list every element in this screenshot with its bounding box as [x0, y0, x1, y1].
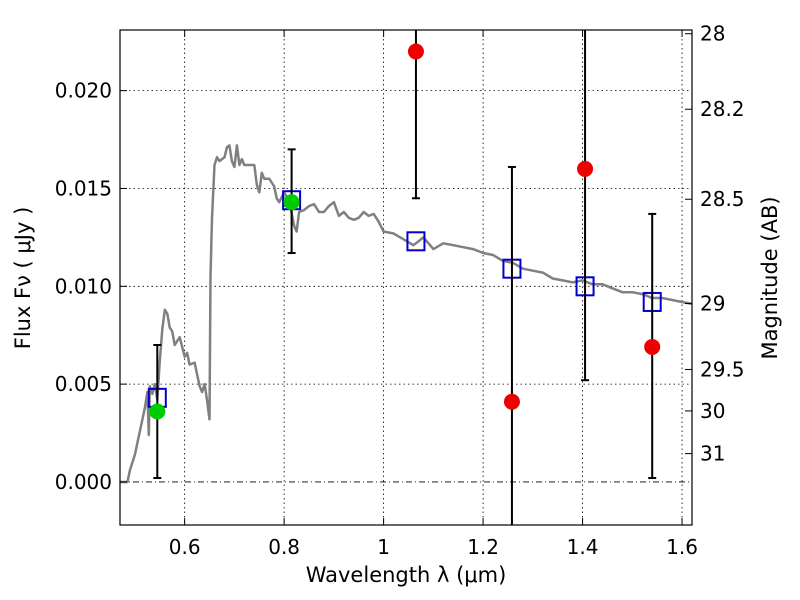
data-series	[120, 30, 693, 525]
y-tick-label: 0.000	[55, 470, 112, 494]
upper-limit-point	[577, 160, 594, 177]
y-axis-left: 0.000 0.005 0.010 0.015 0.020	[55, 79, 127, 494]
y-right-tick-label: 30	[700, 399, 725, 423]
y-right-tick-label: 31	[700, 442, 725, 466]
y-tick-label: 0.010	[55, 274, 112, 298]
upper-limit-point	[503, 393, 520, 410]
detection-point	[283, 194, 300, 211]
y-axis-right-title: Magnitude (AB)	[758, 196, 782, 359]
plot-area	[120, 30, 692, 525]
y-axis-title: Flux Fν ( μJy )	[11, 207, 35, 350]
x-axis: 0.6 0.8 1 1.2 1.4 1.6	[169, 30, 698, 559]
upper-limit-point	[644, 338, 661, 355]
x-tick-label: 0.6	[169, 535, 201, 559]
y-axis-right: 28 28.2 28.5 29 29.5 30 31	[685, 22, 745, 466]
y-tick-label: 0.005	[55, 372, 112, 396]
x-tick-label: 0.8	[268, 535, 300, 559]
y-right-tick-label: 28.5	[700, 187, 745, 211]
y-right-tick-label: 29	[700, 292, 725, 316]
x-tick-label: 1.2	[467, 535, 499, 559]
upper-limit-point	[407, 43, 424, 60]
x-tick-label: 1.6	[666, 535, 698, 559]
model-photometry-point	[406, 231, 426, 252]
x-tick-label: 1.4	[567, 535, 599, 559]
y-tick-label: 0.015	[55, 176, 112, 200]
y-right-tick-label: 28.2	[700, 97, 745, 121]
y-tick-label: 0.020	[55, 79, 112, 103]
x-tick-label: 1	[377, 535, 390, 559]
x-axis-title: Wavelength λ (μm)	[306, 563, 507, 587]
sed-model-line	[120, 144, 693, 484]
plot-frame	[119, 29, 693, 526]
y-right-tick-label: 28	[700, 22, 725, 46]
y-right-tick-label: 29.5	[700, 357, 745, 381]
detection-point	[149, 403, 166, 420]
